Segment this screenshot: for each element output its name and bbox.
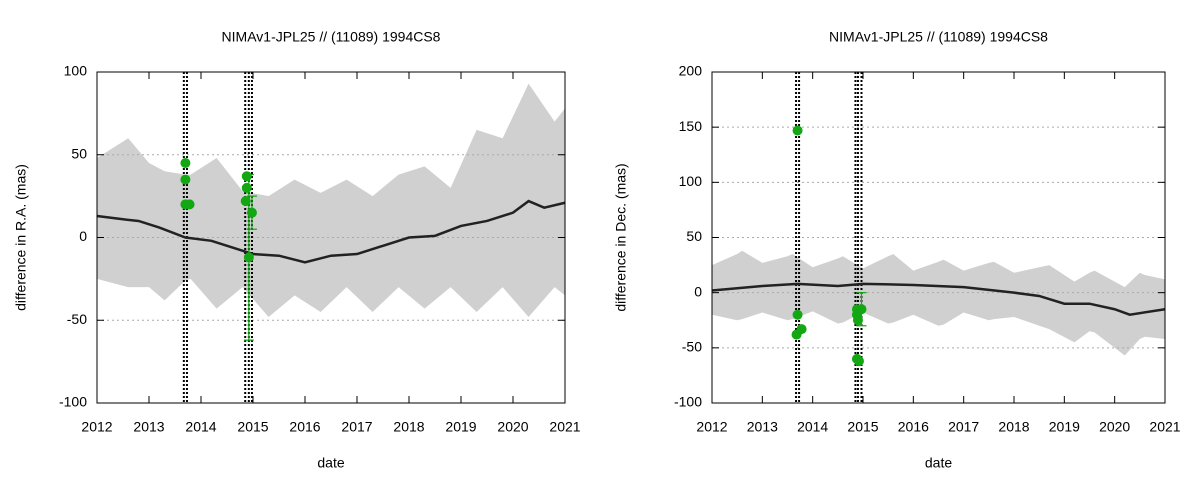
y-tick-label: 100 — [679, 173, 703, 189]
x-tick-label: 2016 — [289, 419, 320, 435]
mean-line — [711, 282, 1166, 317]
y-tick-label: -100 — [674, 394, 702, 410]
x-tick-label: 2012 — [696, 419, 727, 435]
data-point — [241, 182, 252, 193]
y-tick-label: 0 — [694, 283, 702, 299]
x-tick-label: 2019 — [445, 419, 476, 435]
data-point — [796, 324, 807, 335]
x-tick-label: 2017 — [948, 419, 979, 435]
data-point — [240, 196, 251, 207]
data-point — [852, 315, 863, 326]
x-tick-label: 2015 — [847, 419, 878, 435]
y-axis-label: difference in R.A. (mas) — [13, 164, 29, 311]
data-point — [180, 158, 191, 169]
y-tick-label: 150 — [679, 118, 703, 134]
y-tick-label: 0 — [79, 228, 87, 244]
x-tick-label: 2020 — [497, 419, 528, 435]
data-point — [184, 199, 195, 210]
x-tick-label: 2014 — [797, 419, 828, 435]
x-tick-label: 2016 — [898, 419, 929, 435]
x-tick-label: 2020 — [1099, 419, 1130, 435]
x-tick-label: 2021 — [1149, 419, 1180, 435]
chart-title: NIMAv1-JPL25 // (11089) 1994CS8 — [829, 29, 1048, 45]
chart-title: NIMAv1-JPL25 // (11089) 1994CS8 — [222, 29, 441, 45]
data-point — [243, 252, 254, 263]
data-point — [856, 304, 867, 315]
data-point — [246, 207, 257, 218]
data-point — [792, 309, 803, 320]
y-tick-label: -50 — [67, 311, 87, 327]
x-tick-label: 2014 — [185, 419, 216, 435]
x-tick-label: 2017 — [341, 419, 372, 435]
y-axis-label: difference in Dec. (mas) — [613, 163, 629, 311]
x-tick-label: 2015 — [237, 419, 268, 435]
mean-line — [96, 199, 566, 264]
x-tick-label: 2019 — [1049, 419, 1080, 435]
y-tick-label: 50 — [686, 228, 702, 244]
plot-frame — [96, 71, 566, 404]
y-tick-label: -100 — [59, 394, 87, 410]
x-tick-label: 2018 — [393, 419, 424, 435]
x-tick-label: 2013 — [747, 419, 778, 435]
x-tick-label: 2013 — [133, 419, 164, 435]
data-point — [241, 171, 252, 182]
y-tick-label: 200 — [679, 63, 703, 79]
y-tick-label: 50 — [71, 145, 87, 161]
x-tick-label: 2018 — [998, 419, 1029, 435]
x-axis-label: date — [925, 455, 952, 471]
x-axis-label: date — [317, 455, 344, 471]
uncertainty-band — [97, 83, 565, 317]
uncertainty-band — [712, 250, 1165, 356]
x-tick-label: 2021 — [549, 419, 580, 435]
x-tick-label: 2012 — [81, 419, 112, 435]
data-point — [180, 174, 191, 185]
plot-frame — [711, 71, 1166, 404]
y-tick-label: -50 — [682, 339, 702, 355]
data-point — [853, 356, 864, 367]
data-point — [792, 125, 803, 136]
y-tick-label: 100 — [64, 63, 88, 79]
